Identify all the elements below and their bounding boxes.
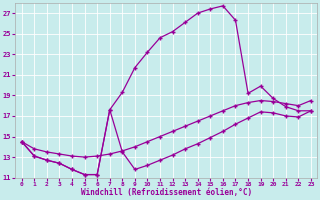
X-axis label: Windchill (Refroidissement éolien,°C): Windchill (Refroidissement éolien,°C) bbox=[81, 188, 252, 197]
